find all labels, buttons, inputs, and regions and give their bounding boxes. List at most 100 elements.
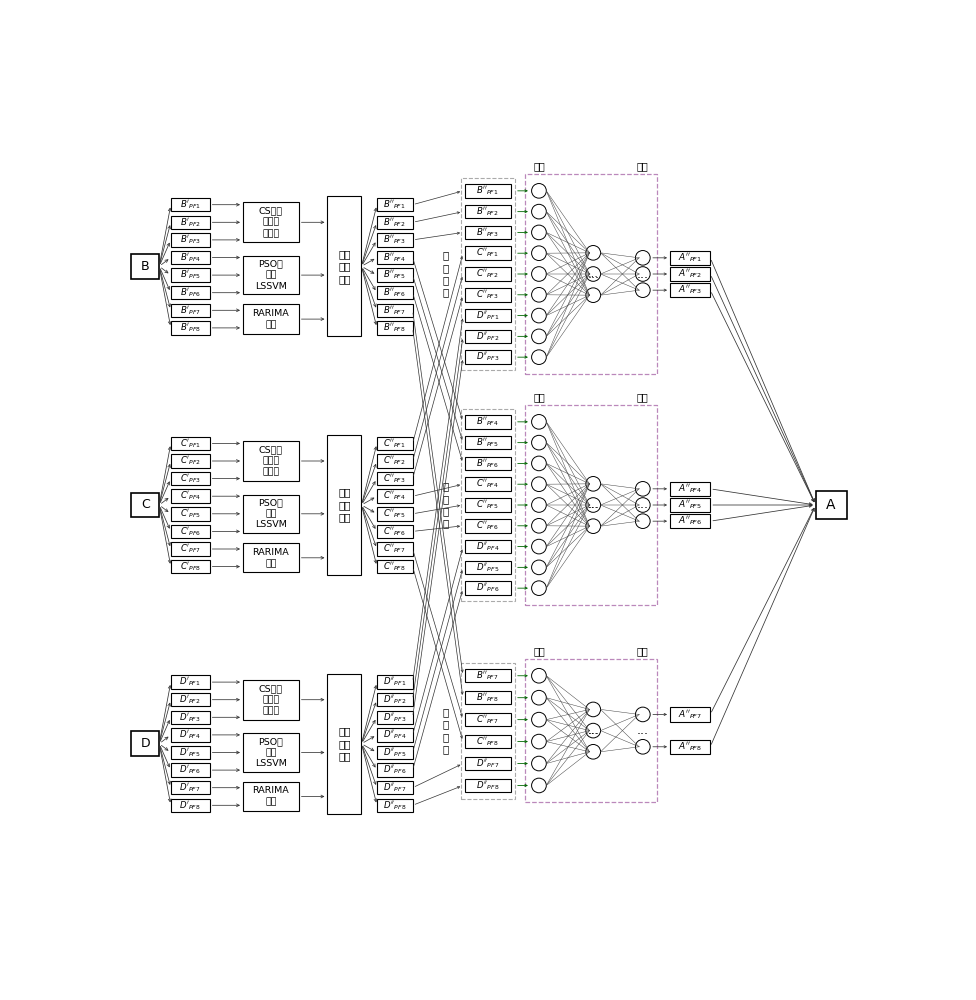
FancyBboxPatch shape xyxy=(171,781,210,794)
Text: ...: ... xyxy=(636,724,649,737)
FancyBboxPatch shape xyxy=(243,256,299,294)
Text: $B'_{PF8}$: $B'_{PF8}$ xyxy=(180,322,201,334)
Text: ...: ... xyxy=(636,267,649,280)
Text: $B'_{PF1}$: $B'_{PF1}$ xyxy=(180,198,201,211)
FancyBboxPatch shape xyxy=(465,226,511,239)
FancyBboxPatch shape xyxy=(377,693,413,706)
FancyBboxPatch shape xyxy=(670,740,711,754)
Text: $B''_{PF7}$: $B''_{PF7}$ xyxy=(384,304,406,317)
FancyBboxPatch shape xyxy=(670,498,711,512)
Text: $D'_{PF8}$: $D'_{PF8}$ xyxy=(180,799,201,812)
Text: $C''_{PF2}$: $C''_{PF2}$ xyxy=(476,268,499,280)
Text: B: B xyxy=(141,260,149,273)
Circle shape xyxy=(532,734,547,749)
Circle shape xyxy=(532,204,547,219)
FancyBboxPatch shape xyxy=(243,782,299,811)
FancyBboxPatch shape xyxy=(171,542,210,556)
Text: $A''_{PF7}$: $A''_{PF7}$ xyxy=(678,708,702,721)
FancyBboxPatch shape xyxy=(465,669,511,682)
Circle shape xyxy=(586,498,600,512)
Text: RARIMA
模型: RARIMA 模型 xyxy=(253,309,289,329)
Circle shape xyxy=(635,514,650,528)
Text: CS优化
小波神
经网络: CS优化 小波神 经网络 xyxy=(259,445,283,477)
Text: $C'_{PF3}$: $C'_{PF3}$ xyxy=(180,472,201,485)
Text: C: C xyxy=(141,498,149,512)
Text: $D''_{PF6}$: $D''_{PF6}$ xyxy=(383,764,407,776)
Text: $D'_{PF2}$: $D'_{PF2}$ xyxy=(180,693,201,706)
Text: RARIMA
模型: RARIMA 模型 xyxy=(253,548,289,568)
Text: $D'_{PF5}$: $D'_{PF5}$ xyxy=(180,746,201,759)
FancyBboxPatch shape xyxy=(132,493,159,517)
Text: $B''_{PF5}$: $B''_{PF5}$ xyxy=(476,436,499,449)
Circle shape xyxy=(532,435,547,450)
Text: $B''_{PF3}$: $B''_{PF3}$ xyxy=(476,226,499,239)
Text: $A''_{PF4}$: $A''_{PF4}$ xyxy=(678,483,702,495)
FancyBboxPatch shape xyxy=(465,330,511,343)
FancyBboxPatch shape xyxy=(465,713,511,726)
FancyBboxPatch shape xyxy=(525,659,657,802)
FancyBboxPatch shape xyxy=(377,560,413,573)
Text: $A''_{PF1}$: $A''_{PF1}$ xyxy=(678,252,702,264)
FancyBboxPatch shape xyxy=(377,216,413,229)
Text: $C''_{PF5}$: $C''_{PF5}$ xyxy=(384,508,406,520)
FancyBboxPatch shape xyxy=(171,799,210,812)
FancyBboxPatch shape xyxy=(171,268,210,282)
FancyBboxPatch shape xyxy=(171,233,210,247)
FancyBboxPatch shape xyxy=(171,198,210,211)
Text: $B''_{PF4}$: $B''_{PF4}$ xyxy=(384,251,406,264)
Text: $B''_{PF4}$: $B''_{PF4}$ xyxy=(476,416,499,428)
Circle shape xyxy=(635,739,650,754)
FancyBboxPatch shape xyxy=(243,495,299,533)
FancyBboxPatch shape xyxy=(465,561,511,574)
Text: $B''_{PF2}$: $B''_{PF2}$ xyxy=(476,205,499,218)
Text: $C'_{PF8}$: $C'_{PF8}$ xyxy=(180,560,201,573)
Text: 输入: 输入 xyxy=(533,392,545,402)
Text: $B''_{PF5}$: $B''_{PF5}$ xyxy=(384,269,406,281)
Text: $C''_{PF7}$: $C''_{PF7}$ xyxy=(384,543,406,555)
Text: $B''_{PF8}$: $B''_{PF8}$ xyxy=(384,322,406,334)
FancyBboxPatch shape xyxy=(377,542,413,556)
Circle shape xyxy=(532,477,547,492)
FancyBboxPatch shape xyxy=(465,415,511,429)
Circle shape xyxy=(635,251,650,265)
Text: $D'_{PF1}$: $D'_{PF1}$ xyxy=(180,676,201,688)
Circle shape xyxy=(532,350,547,364)
Text: $C''_{PF5}$: $C''_{PF5}$ xyxy=(476,499,499,511)
FancyBboxPatch shape xyxy=(461,409,515,601)
Text: $A''_{PF2}$: $A''_{PF2}$ xyxy=(678,268,702,280)
Text: $D''_{PF8}$: $D''_{PF8}$ xyxy=(383,799,407,812)
FancyBboxPatch shape xyxy=(377,525,413,538)
FancyBboxPatch shape xyxy=(171,489,210,503)
Circle shape xyxy=(586,246,600,260)
Text: CS优化
小波神
经网络: CS优化 小波神 经网络 xyxy=(259,684,283,715)
Text: PSO优
化的
LSSVM: PSO优 化的 LSSVM xyxy=(255,737,287,768)
Text: $D''_{PF4}$: $D''_{PF4}$ xyxy=(476,540,500,553)
Circle shape xyxy=(532,308,547,323)
FancyBboxPatch shape xyxy=(171,216,210,229)
Text: $D''_{PF3}$: $D''_{PF3}$ xyxy=(384,711,406,724)
Circle shape xyxy=(635,707,650,722)
FancyBboxPatch shape xyxy=(377,233,413,247)
Text: $A''_{PF6}$: $A''_{PF6}$ xyxy=(678,515,702,527)
Text: $B''_{PF2}$: $B''_{PF2}$ xyxy=(384,216,406,229)
Text: ...: ... xyxy=(588,269,598,279)
FancyBboxPatch shape xyxy=(377,472,413,485)
FancyBboxPatch shape xyxy=(465,498,511,512)
Text: $B''_{PF1}$: $B''_{PF1}$ xyxy=(384,198,406,211)
Text: PSO优
化的
LSSVM: PSO优 化的 LSSVM xyxy=(255,259,287,291)
Circle shape xyxy=(532,287,547,302)
Text: $C''_{PF1}$: $C''_{PF1}$ xyxy=(476,247,499,259)
Text: $D''_{PF4}$: $D''_{PF4}$ xyxy=(383,729,407,741)
FancyBboxPatch shape xyxy=(171,711,210,724)
FancyBboxPatch shape xyxy=(377,763,413,777)
Text: $C''_{PF3}$: $C''_{PF3}$ xyxy=(476,289,499,301)
FancyBboxPatch shape xyxy=(243,543,299,572)
FancyBboxPatch shape xyxy=(377,251,413,264)
FancyBboxPatch shape xyxy=(465,477,511,491)
Text: $D''_{PF2}$: $D''_{PF2}$ xyxy=(476,330,500,343)
FancyBboxPatch shape xyxy=(465,436,511,449)
Circle shape xyxy=(532,539,547,554)
FancyBboxPatch shape xyxy=(171,304,210,317)
FancyBboxPatch shape xyxy=(132,254,159,279)
FancyBboxPatch shape xyxy=(465,779,511,792)
